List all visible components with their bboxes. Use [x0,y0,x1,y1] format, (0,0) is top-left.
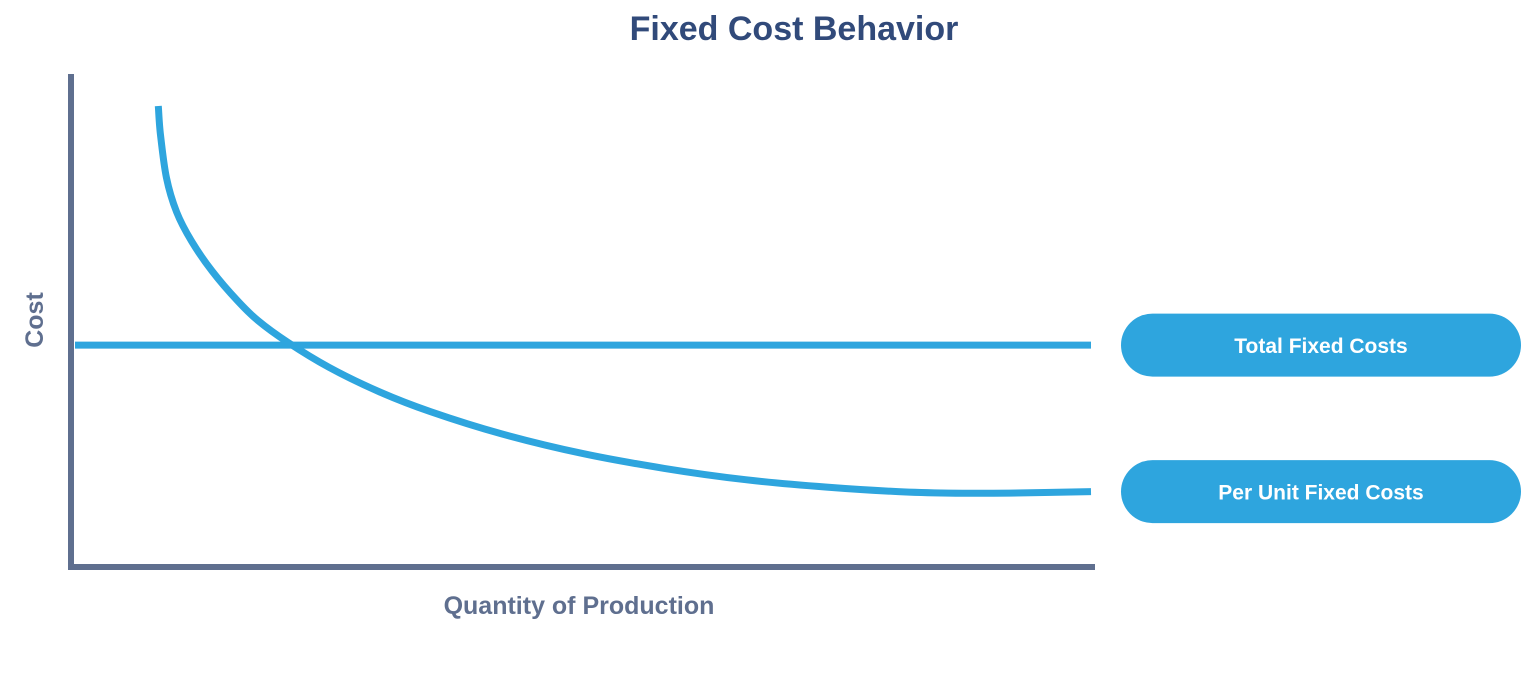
series-line-2 [154,105,1092,497]
legend-item-1: Total Fixed Costs [1121,313,1521,377]
legend: Total Fixed Costs Per Unit Fixed Costs [1121,313,1521,524]
legend-pill [1121,313,1521,377]
legend-label: Per Unit Fixed Costs [1218,482,1423,505]
x-axis-label: Quantity of Production [444,592,715,620]
legend-pill [1121,460,1521,524]
chart-title: Fixed Cost Behavior [630,10,959,48]
series-layer [75,105,1092,497]
legend-label: Total Fixed Costs [1234,335,1407,358]
y-axis-label: Cost [21,292,49,348]
legend-item-2: Per Unit Fixed Costs [1121,460,1521,524]
